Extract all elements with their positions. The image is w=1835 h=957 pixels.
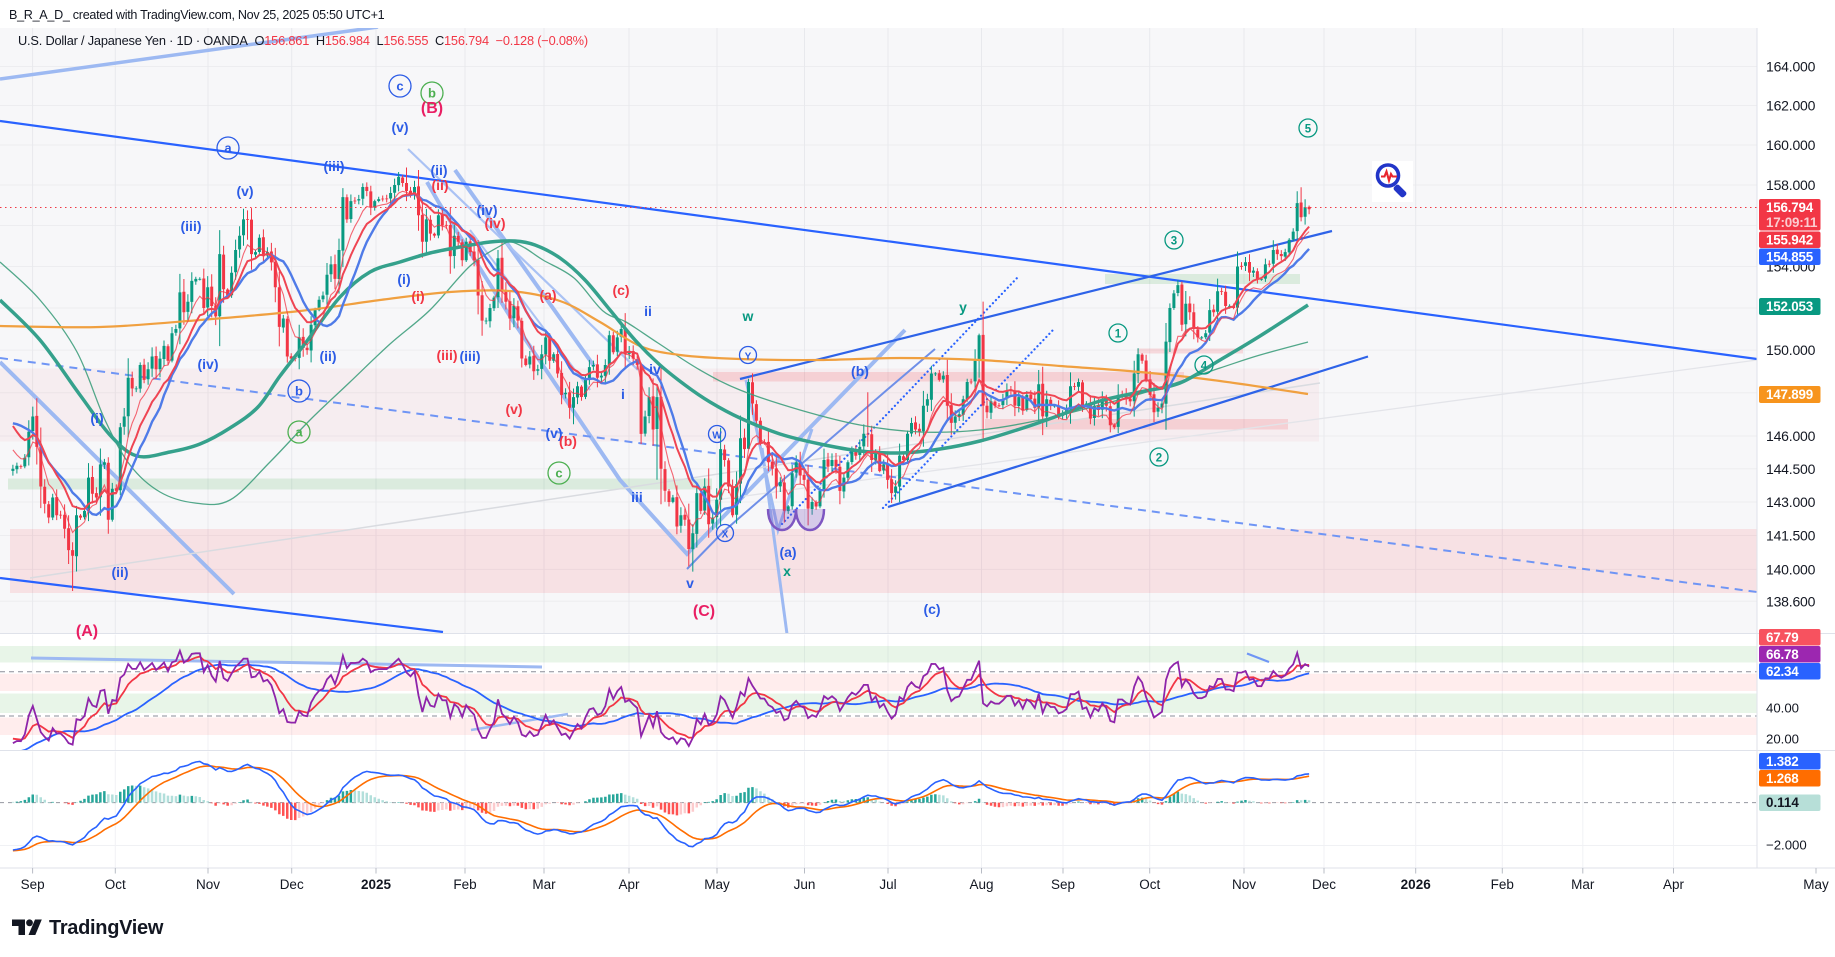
svg-text:(iii): (iii) (437, 347, 458, 363)
svg-text:2026: 2026 (1401, 877, 1432, 892)
svg-text:144.500: 144.500 (1766, 461, 1816, 477)
svg-text:(v): (v) (391, 119, 408, 135)
svg-text:(c): (c) (923, 601, 940, 617)
svg-text:1: 1 (1115, 329, 1122, 341)
svg-text:May: May (704, 877, 730, 892)
svg-text:(iv): (iv) (198, 356, 219, 372)
svg-text:158.000: 158.000 (1766, 177, 1816, 193)
svg-text:w: w (742, 308, 754, 324)
svg-text:x: x (783, 563, 791, 579)
svg-text:a: a (295, 425, 303, 440)
svg-text:160.000: 160.000 (1766, 137, 1816, 153)
svg-text:U.S. Dollar / Japanese Yen · 1: U.S. Dollar / Japanese Yen · 1D · OANDA … (18, 33, 588, 48)
svg-text:W: W (712, 431, 722, 442)
svg-text:B_R_A_D_ created with TradingV: B_R_A_D_ created with TradingView.com, N… (9, 8, 385, 22)
svg-text:Nov: Nov (1232, 877, 1256, 892)
svg-text:(a): (a) (779, 544, 796, 560)
svg-text:Sep: Sep (21, 877, 45, 892)
svg-text:162.000: 162.000 (1766, 98, 1816, 114)
svg-text:iv: iv (649, 361, 661, 377)
svg-text:X: X (722, 530, 729, 541)
svg-text:(v): (v) (505, 401, 522, 417)
svg-text:(b): (b) (851, 363, 869, 379)
svg-text:62.34: 62.34 (1766, 664, 1799, 679)
svg-text:(ii): (ii) (319, 348, 336, 364)
svg-text:143.000: 143.000 (1766, 494, 1816, 510)
svg-text:150.000: 150.000 (1766, 342, 1816, 358)
svg-text:(ii): (ii) (430, 162, 447, 178)
svg-text:(B): (B) (421, 100, 443, 117)
svg-text:156.794: 156.794 (1766, 200, 1814, 215)
svg-text:Nov: Nov (196, 877, 220, 892)
svg-text:Jul: Jul (879, 877, 896, 892)
svg-text:17:09:11: 17:09:11 (1766, 215, 1818, 230)
svg-text:140.000: 140.000 (1766, 561, 1816, 577)
svg-text:40.00: 40.00 (1766, 701, 1799, 716)
svg-text:i: i (621, 386, 625, 402)
svg-text:Oct: Oct (1139, 877, 1160, 892)
svg-text:0.114: 0.114 (1766, 795, 1799, 810)
svg-text:y: y (959, 299, 967, 315)
svg-text:(v): (v) (236, 183, 253, 199)
svg-text:164.000: 164.000 (1766, 59, 1816, 75)
svg-text:Mar: Mar (532, 877, 556, 892)
svg-text:66.78: 66.78 (1766, 647, 1799, 662)
svg-text:v: v (686, 575, 694, 591)
svg-text:2: 2 (1156, 453, 1162, 465)
svg-text:2025: 2025 (361, 877, 392, 892)
svg-text:Aug: Aug (969, 877, 993, 892)
svg-text:(iii): (iii) (181, 218, 202, 234)
svg-text:c: c (555, 466, 562, 481)
svg-text:(c): (c) (612, 282, 629, 298)
svg-text:c: c (396, 79, 403, 94)
svg-text:b: b (295, 384, 303, 399)
svg-text:(ii): (ii) (111, 564, 128, 580)
svg-text:(iii): (iii) (324, 158, 345, 174)
svg-text:155.942: 155.942 (1766, 232, 1813, 247)
svg-text:TradingView: TradingView (49, 917, 164, 939)
svg-text:Apr: Apr (618, 877, 640, 892)
svg-text:1.268: 1.268 (1766, 771, 1799, 786)
svg-text:Y: Y (745, 352, 752, 363)
svg-text:147.899: 147.899 (1766, 387, 1813, 402)
svg-text:Apr: Apr (1663, 877, 1685, 892)
svg-text:(C): (C) (693, 603, 715, 620)
svg-text:152.053: 152.053 (1766, 299, 1813, 314)
svg-text:3: 3 (1171, 236, 1177, 248)
svg-text:Oct: Oct (105, 877, 126, 892)
svg-text:(v): (v) (545, 425, 562, 441)
svg-text:Jun: Jun (794, 877, 816, 892)
svg-text:138.600: 138.600 (1766, 593, 1816, 609)
svg-text:a: a (224, 141, 232, 156)
svg-text:Feb: Feb (1491, 877, 1514, 892)
svg-text:iii: iii (631, 489, 643, 505)
svg-text:(ii): (ii) (431, 177, 448, 193)
svg-text:(b): (b) (559, 433, 577, 449)
svg-text:(i): (i) (90, 410, 103, 426)
svg-text:141.500: 141.500 (1766, 528, 1816, 544)
svg-text:(iv): (iv) (477, 202, 498, 218)
svg-text:(i): (i) (411, 288, 424, 304)
svg-text:4: 4 (1201, 361, 1208, 373)
svg-text:ii: ii (644, 303, 652, 319)
svg-text:(a): (a) (539, 287, 556, 303)
svg-text:(iv): (iv) (485, 215, 506, 231)
svg-text:b: b (428, 86, 436, 101)
svg-text:1.382: 1.382 (1766, 754, 1799, 769)
svg-text:154.855: 154.855 (1766, 249, 1814, 264)
svg-text:(iii): (iii) (460, 348, 481, 364)
svg-text:5: 5 (1305, 124, 1312, 136)
svg-text:May: May (1803, 877, 1829, 892)
svg-text:(A): (A) (76, 623, 98, 640)
svg-text:Dec: Dec (1312, 877, 1336, 892)
svg-text:(i): (i) (397, 271, 410, 287)
svg-text:−2.000: −2.000 (1766, 838, 1807, 853)
svg-text:Mar: Mar (1571, 877, 1595, 892)
svg-text:Feb: Feb (453, 877, 476, 892)
svg-text:146.000: 146.000 (1766, 428, 1816, 444)
svg-text:67.79: 67.79 (1766, 630, 1799, 645)
svg-text:Sep: Sep (1051, 877, 1075, 892)
svg-text:20.00: 20.00 (1766, 732, 1799, 747)
svg-text:Dec: Dec (280, 877, 304, 892)
